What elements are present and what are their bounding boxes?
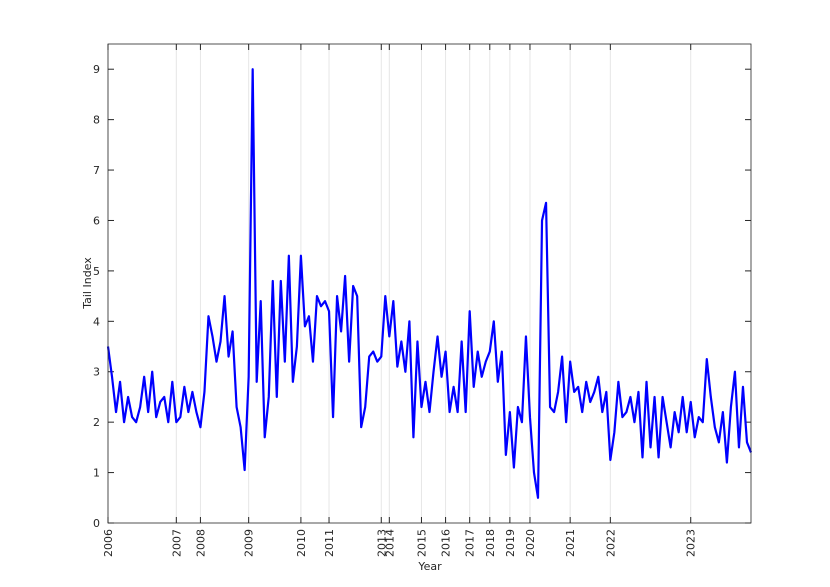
x-tick-label: 2008 (194, 529, 207, 557)
x-tick-label: 2021 (564, 529, 577, 557)
y-tick-label: 6 (93, 214, 100, 227)
plot-area (108, 44, 751, 523)
x-tick-label: 2010 (295, 529, 308, 557)
y-tick-label: 8 (93, 114, 100, 127)
data-line (106, 68, 753, 499)
x-tick-label: 2009 (243, 529, 256, 557)
x-tick-label: 2007 (170, 529, 183, 557)
y-tick-label: 2 (93, 416, 100, 429)
x-tick-label: 2013 (375, 529, 388, 557)
y-tick-label: 7 (93, 164, 100, 177)
y-axis-label: Tail Index (81, 257, 94, 310)
y-tick-label: 1 (93, 467, 100, 480)
x-tick-label: 2023 (685, 529, 698, 557)
x-tick-label: 2016 (440, 529, 453, 557)
x-axis-label: Year (417, 560, 442, 573)
x-tick-label: 2017 (464, 529, 477, 557)
x-tick-label: 2014 (383, 529, 396, 557)
y-tick-label: 9 (93, 63, 100, 76)
y-tick-label: 4 (93, 315, 100, 328)
y-tick-label: 5 (93, 265, 100, 278)
x-tick-label: 2015 (415, 529, 428, 557)
x-tick-label: 2019 (504, 529, 517, 557)
x-tick-label: 2006 (102, 529, 115, 557)
x-tick-label: 2020 (524, 529, 537, 557)
y-tick-label: 3 (93, 366, 100, 379)
x-tick-label: 2022 (604, 529, 617, 557)
y-tick-label: 0 (93, 517, 100, 530)
axes-box (107, 43, 752, 524)
x-tick-label: 2011 (323, 529, 336, 557)
x-tick-label: 2018 (484, 529, 497, 557)
